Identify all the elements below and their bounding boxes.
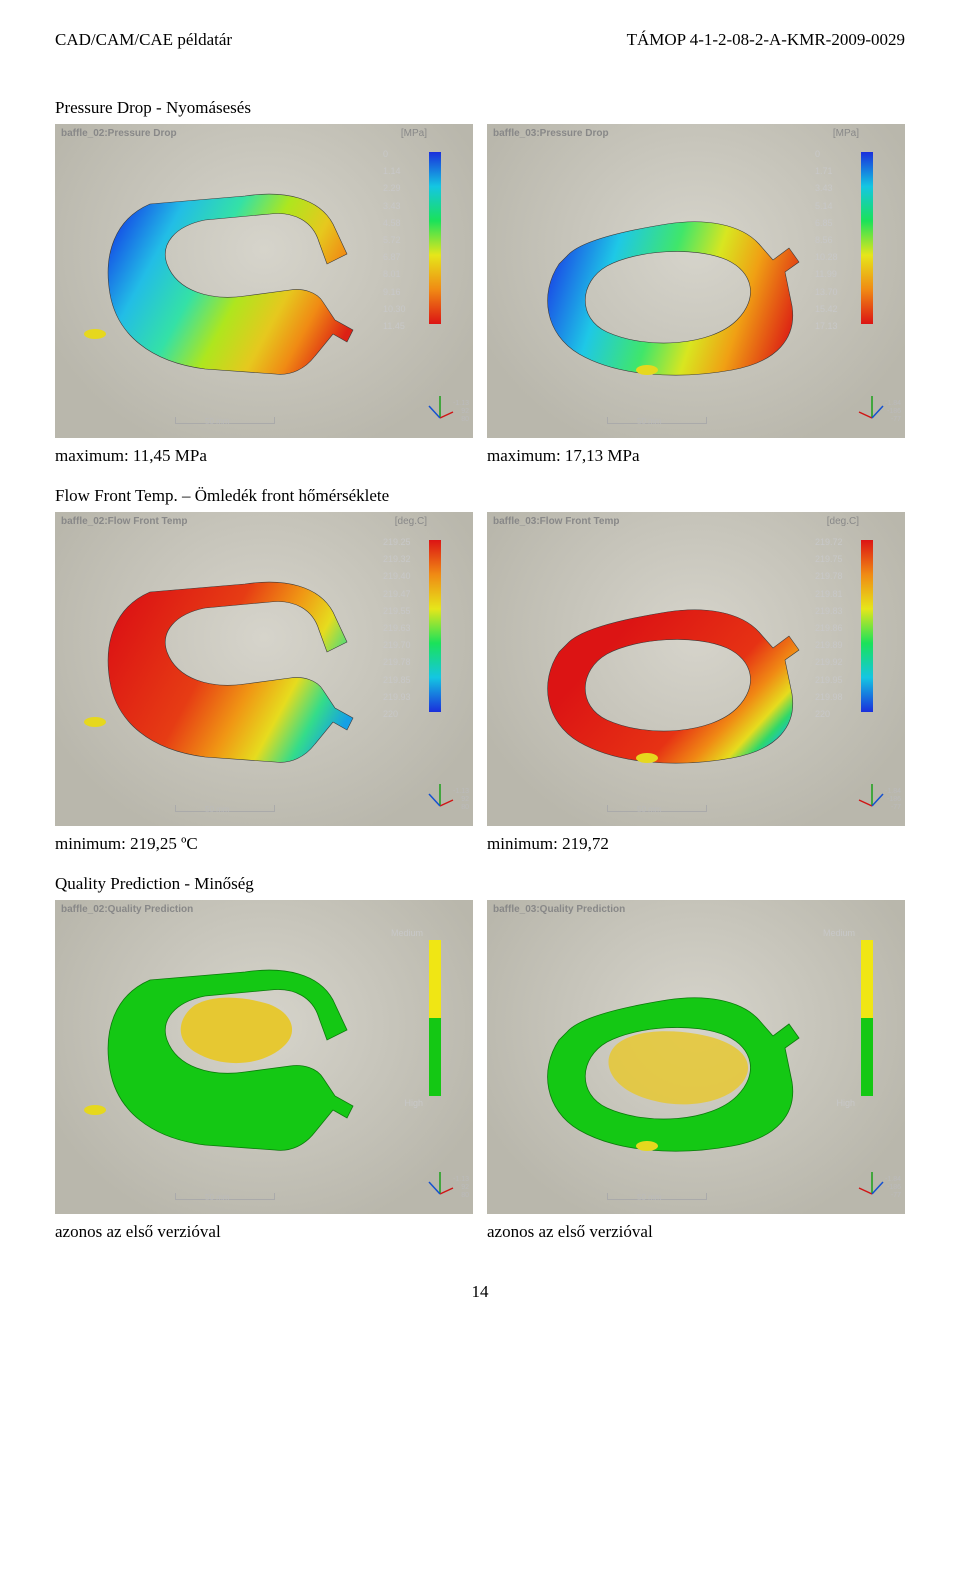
quality-row: baffle_02:Quality Prediction Medium High… <box>55 900 905 1214</box>
scale-labels: 219.72219.75219.78219.81219.83219.86219.… <box>815 534 859 723</box>
triad-numbers: -1.84-186-77 <box>885 788 901 812</box>
sim-panel-quality-left: baffle_02:Quality Prediction Medium High… <box>55 900 473 1214</box>
sim-shape <box>527 582 807 772</box>
scale-text: 50 mm <box>637 805 661 814</box>
q-label-bottom: High <box>404 1098 423 1108</box>
scale-labels: 01.713.435.146.858.5610.2811.9913.7015.4… <box>815 146 859 335</box>
triad-icon <box>423 776 457 810</box>
section-title-flow: Flow Front Temp. – Ömledék front hőmérsé… <box>55 486 905 506</box>
colorbar <box>429 540 441 712</box>
q-label-top: Medium <box>391 928 423 938</box>
triad-numbers: -1.139280 <box>453 1176 469 1200</box>
sim-title: baffle_02:Quality Prediction <box>61 904 193 915</box>
colorbar-yellow <box>861 940 873 1018</box>
colorbar <box>429 152 441 324</box>
caption-flow-right: minimum: 219,72 <box>487 834 905 854</box>
colorbar-green <box>861 1018 873 1096</box>
triad-icon <box>423 388 457 422</box>
sim-shape <box>95 194 375 384</box>
sim-panel-quality-right: baffle_03:Quality Prediction Medium High… <box>487 900 905 1214</box>
header-left: CAD/CAM/CAE példatár <box>55 30 232 50</box>
header-right: TÁMOP 4-1-2-08-2-A-KMR-2009-0029 <box>627 30 905 50</box>
triad-icon <box>423 1164 457 1198</box>
scale-text: 50 mm <box>637 1193 661 1202</box>
sim-title: baffle_03:Pressure Drop <box>493 128 609 139</box>
sim-panel-pressure-right: baffle_03:Pressure Drop [MPa] 01.713.435… <box>487 124 905 438</box>
sim-title: baffle_03:Flow Front Temp <box>493 516 620 527</box>
colorbar <box>861 152 873 324</box>
q-label-top: Medium <box>823 928 855 938</box>
triad-icon <box>855 388 889 422</box>
caption-flow-left: minimum: 219,25 ºC <box>55 834 473 854</box>
page-header: CAD/CAM/CAE példatár TÁMOP 4-1-2-08-2-A-… <box>55 30 905 50</box>
triad-numbers: -1.139280 <box>453 400 469 424</box>
sim-shape <box>95 582 375 772</box>
colorbar <box>861 540 873 712</box>
sim-unit: [MPa] <box>401 128 427 139</box>
triad-icon <box>855 776 889 810</box>
scale-labels: 219.25219.32219.40219.47219.55219.63219.… <box>383 534 427 723</box>
sim-unit: [deg.C] <box>395 516 427 527</box>
section-title-quality: Quality Prediction - Minőség <box>55 874 905 894</box>
sim-title: baffle_02:Flow Front Temp <box>61 516 188 527</box>
triad-numbers: -1.139280 <box>453 788 469 812</box>
page-number: 14 <box>55 1282 905 1302</box>
caption-quality-right: azonos az első verzióval <box>487 1222 905 1242</box>
sim-title: baffle_02:Pressure Drop <box>61 128 177 139</box>
scale-text: 50 mm <box>637 417 661 426</box>
q-label-bottom: High <box>836 1098 855 1108</box>
sim-title: baffle_03:Quality Prediction <box>493 904 625 915</box>
scale-text: 50 mm <box>205 417 229 426</box>
sim-panel-flow-right: baffle_03:Flow Front Temp [deg.C] 219.72… <box>487 512 905 826</box>
sim-unit: [MPa] <box>833 128 859 139</box>
caption-pressure-right: maximum: 17,13 MPa <box>487 446 905 466</box>
pressure-row: baffle_02:Pressure Drop [MPa] 01.142.293… <box>55 124 905 438</box>
scale-text: 50 mm <box>205 1193 229 1202</box>
section-title-pressure: Pressure Drop - Nyomásesés <box>55 98 905 118</box>
flow-row: baffle_02:Flow Front Temp [deg.C] 219.25… <box>55 512 905 826</box>
scale-labels: 01.142.293.434.585.726.878.019.1610.3011… <box>383 146 427 335</box>
colorbar-yellow <box>429 940 441 1018</box>
colorbar-green <box>429 1018 441 1096</box>
triad-numbers: -1.84-186-77 <box>885 1176 901 1200</box>
sim-shape <box>95 970 375 1160</box>
triad-icon <box>855 1164 889 1198</box>
caption-quality-left: azonos az első verzióval <box>55 1222 473 1242</box>
scale-text: 50 mm <box>205 805 229 814</box>
sim-shape <box>527 970 807 1160</box>
sim-panel-flow-left: baffle_02:Flow Front Temp [deg.C] 219.25… <box>55 512 473 826</box>
caption-pressure-left: maximum: 11,45 MPa <box>55 446 473 466</box>
sim-panel-pressure-left: baffle_02:Pressure Drop [MPa] 01.142.293… <box>55 124 473 438</box>
sim-unit: [deg.C] <box>827 516 859 527</box>
triad-numbers: -1.84-186-77 <box>885 400 901 424</box>
sim-shape <box>527 194 807 384</box>
